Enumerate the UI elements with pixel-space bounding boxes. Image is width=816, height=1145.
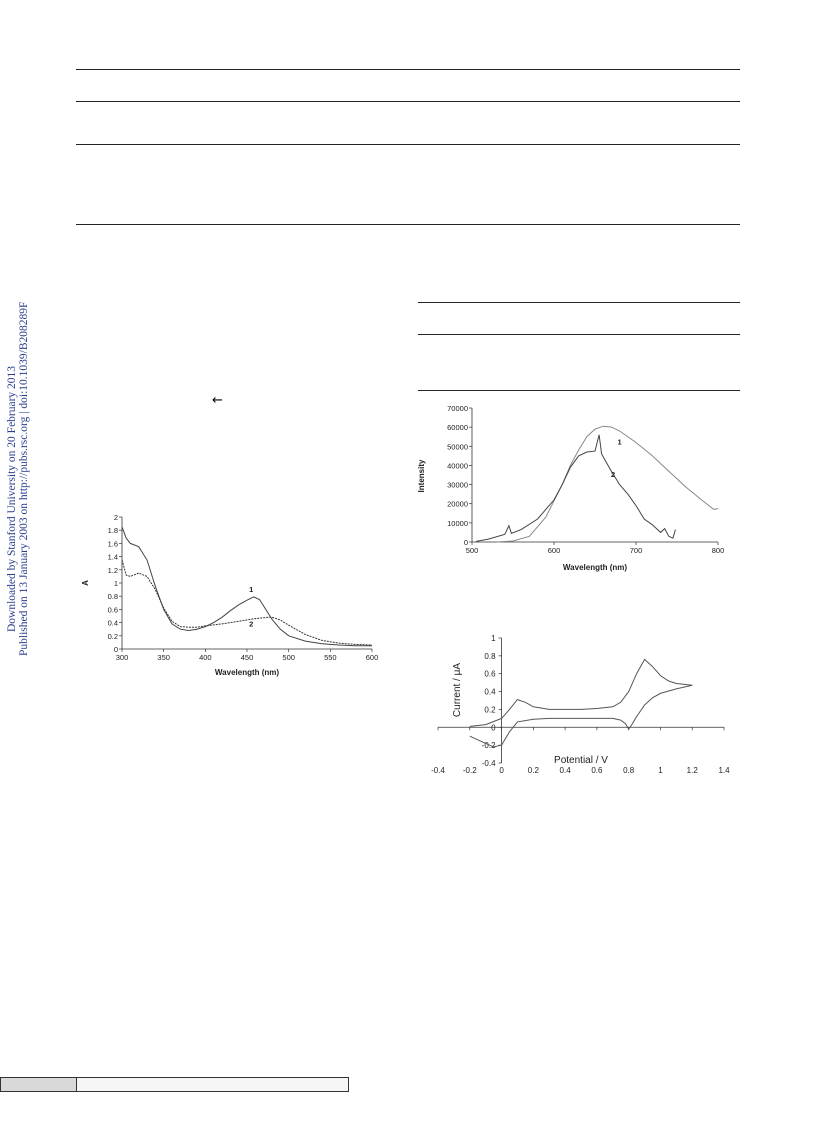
y-tick-label: 0 (464, 538, 468, 547)
x-tick-label: 1.4 (718, 766, 730, 775)
x-tick-label: -0.4 (431, 766, 445, 775)
emission-chart: 500 600 700 800 0 10000 20000 30000 40000 50000 60… (417, 404, 725, 572)
y-tick-label: 20000 (447, 500, 468, 509)
x-tick-label: 1.2 (687, 766, 699, 775)
y-tick-label: 0.4 (484, 688, 496, 697)
y-tick-label: 1.4 (108, 553, 118, 562)
x-axis-label: Potential / V (554, 755, 608, 766)
reaction-arrow: ← (212, 393, 223, 408)
y-tick-label: 0.2 (484, 705, 496, 714)
table-top-rule (76, 69, 740, 70)
table-row-rule (76, 144, 740, 145)
x-tick-label: 0.4 (560, 766, 572, 775)
series-label: 1 (249, 585, 253, 594)
y-tick-label: 60000 (447, 423, 468, 432)
y-tick-label: 0 (114, 645, 118, 654)
x-tick-label: 0.8 (623, 766, 635, 775)
x-tick-label: 550 (324, 653, 337, 662)
y-tick-label: 0 (491, 723, 496, 732)
series-line-2 (476, 434, 676, 542)
cyclic-voltammogram-chart: -0.4 -0.2 0 0.2 0.4 0.6 0.8 1 1.2 1.4 -0.4 -0.2 0 0.2… (431, 634, 730, 775)
x-tick-label: 500 (466, 546, 479, 555)
right-table-bottom-rule (418, 390, 740, 391)
download-line: Downloaded by Stanford University on 20 … (6, 365, 18, 632)
y-tick-label: 50000 (447, 442, 468, 451)
series-line-1 (496, 425, 719, 543)
x-tick-label: 800 (712, 546, 725, 555)
y-axis-label: Current / μA (452, 663, 463, 717)
y-tick-label: 40000 (447, 461, 468, 470)
y-tick-label: 0.6 (108, 605, 118, 614)
y-tick-label: 2 (114, 513, 118, 522)
x-tick-label: 0.6 (591, 766, 603, 775)
y-axis-label: A (81, 580, 90, 586)
footer-bar (0, 1077, 349, 1092)
x-tick-label: 450 (241, 653, 254, 662)
y-tick-label: 0.6 (484, 670, 496, 679)
y-tick-label: -0.4 (482, 759, 496, 768)
y-tick-label: 0.8 (484, 652, 496, 661)
x-tick-label: 500 (282, 653, 295, 662)
publication-line: Published on 13 January 2003 on http://p… (18, 301, 30, 656)
series-label: 2 (611, 470, 615, 479)
series-label: 1 (618, 437, 622, 446)
y-tick-label: 1 (114, 579, 118, 588)
x-axis-label: Wavelength (nm) (563, 563, 627, 572)
absorbance-chart: 300 350 400 450 500 550 600 0 0.2 0.4 0.6 0.8 1 1.2 1.… (81, 513, 379, 677)
y-tick-label: 30000 (447, 481, 468, 490)
series-line-2 (121, 559, 373, 646)
x-tick-label: 400 (199, 653, 212, 662)
series-line-1 (121, 526, 372, 647)
right-table-top-rule (418, 302, 740, 303)
y-tick-label: 70000 (447, 404, 468, 413)
y-tick-label: 0.2 (108, 632, 118, 641)
x-tick-label: 700 (630, 546, 643, 555)
y-tick-label: 1.8 (108, 526, 118, 535)
x-tick-label: 300 (116, 653, 129, 662)
footer-cell (1, 1078, 77, 1091)
y-tick-label: 0.4 (108, 619, 118, 628)
y-tick-label: 10000 (447, 519, 468, 528)
x-tick-label: 600 (366, 653, 379, 662)
x-tick-label: 0 (499, 766, 504, 775)
series-label: 2 (249, 620, 253, 629)
series-line-1 (469, 658, 693, 727)
x-tick-label: 1 (658, 766, 663, 775)
x-axis-label: Wavelength (nm) (215, 668, 279, 677)
right-table-header-rule (418, 334, 740, 335)
series-line-2 (469, 684, 693, 748)
y-tick-label: 1.2 (108, 566, 118, 575)
x-tick-label: 0.2 (528, 766, 540, 775)
y-tick-label: 1.6 (108, 539, 118, 548)
table-header-rule (76, 101, 740, 102)
y-tick-label: 1 (491, 634, 496, 643)
table-bottom-rule (76, 224, 740, 225)
x-tick-label: -0.2 (463, 766, 477, 775)
x-tick-label: 350 (157, 653, 170, 662)
y-tick-label: 0.8 (108, 592, 118, 601)
x-tick-label: 600 (548, 546, 561, 555)
y-axis-label: Intensity (417, 459, 426, 492)
y-tick-label: -0.2 (482, 741, 496, 750)
